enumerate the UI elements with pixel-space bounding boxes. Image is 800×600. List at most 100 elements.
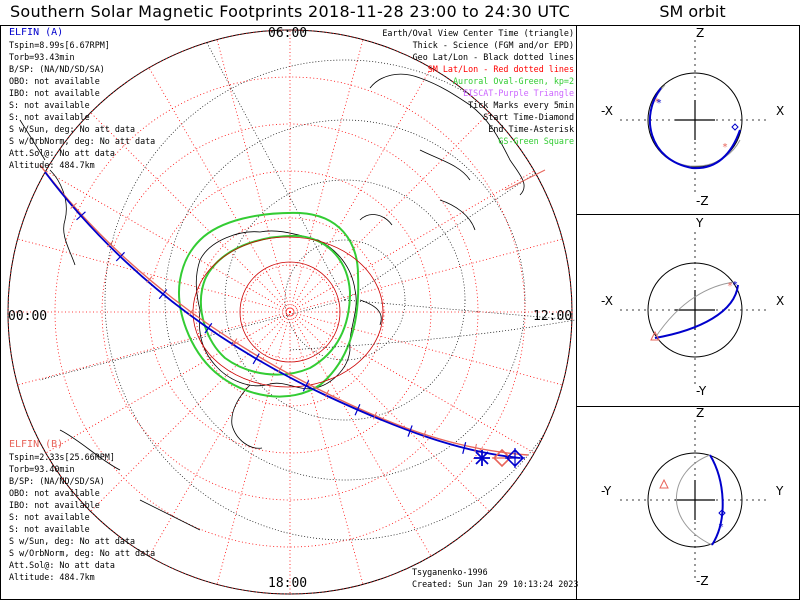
sm-lon-line [289, 170, 535, 313]
svg-text:*: * [654, 97, 660, 108]
probe-a-info-line: OBO: not available [9, 76, 100, 86]
legend-entry: EISCAT-Purple Triangle [463, 88, 574, 98]
legend-entry: Earth/Oval View Center Time (triangle) [382, 28, 574, 38]
probe-a-info-line: S: not available [9, 100, 90, 110]
probe-b-tick [70, 202, 77, 209]
sm-lon-line [45, 311, 291, 454]
probe-b-ticks [70, 202, 477, 452]
probe-b-start-diamond [492, 448, 512, 468]
sm-lon-line [289, 311, 432, 557]
orbit-axis-left: -X [601, 294, 613, 308]
probe-a-tick [404, 428, 416, 434]
probe-b-tick [373, 411, 378, 420]
probe-b-info-line: S: not available [9, 524, 90, 534]
probe-b-tick [474, 443, 477, 452]
probe-b-tick [232, 338, 238, 346]
sm-lon-line [148, 311, 291, 557]
probe-a-info: ELFIN (A) Tspin=8.99s[6.67RPM] Torb=93.43… [9, 27, 155, 171]
orbit-axis-left: -X [601, 104, 613, 118]
hour-label-left: 00:00 [8, 309, 48, 324]
probe-a-info-line: B/SP: (NA/ND/SD/SA) [9, 64, 105, 74]
probe-b-tick [324, 389, 330, 398]
probe-b-info-line: Altitude: 484.7km [9, 572, 95, 582]
legend-entry: Start Time-Diamond [483, 112, 574, 122]
svg-text:*: * [727, 281, 733, 292]
credits-author: Tsyganenko-1996 [412, 567, 488, 577]
probe-b-info-line: S w/OrbNorm, deg: No att data [9, 548, 156, 558]
probe-a-info-line: Altitude: 484.7km [9, 160, 95, 170]
probe-a-tick [157, 289, 169, 299]
svg-text:*: * [718, 522, 724, 533]
probe-b-info-line: S w/Sun, deg: No att data [9, 536, 136, 546]
orbit-axis-bottom: -Y [696, 384, 707, 398]
hour-label-right: 12:00 [533, 309, 573, 324]
hour-label-bottom: 18:00 [268, 576, 308, 591]
sm-lon-line [148, 67, 291, 313]
sm-lon-line [289, 238, 563, 313]
probe-a-info-line: Torb=93.43min [9, 52, 75, 62]
sm-lon-line [289, 311, 563, 386]
legend-entry: Auroral Oval-Green, kp=2 [452, 76, 574, 86]
svg-text:*: * [722, 142, 728, 153]
hour-label-top: 06:00 [268, 26, 308, 41]
probe-a-info-line: Tspin=8.99s[6.67RPM] [9, 40, 110, 50]
svg-text:*: * [656, 98, 662, 109]
orbit-axis-right: Y [776, 484, 784, 498]
sm-lon-line [289, 67, 432, 313]
orbit-axis-top: Z [696, 406, 705, 420]
probe-b-tick [422, 430, 427, 439]
probe-b-tick [107, 240, 114, 248]
orbit-xz: * * * [620, 40, 770, 195]
sm-noon-marker [504, 169, 546, 191]
probe-a-info-line: S: not available [9, 112, 90, 122]
probe-b-info-line: Att.Sol@: No att data [9, 560, 115, 570]
probe-a-tick [203, 324, 214, 333]
probe-b-info-line: Torb=93.40min [9, 464, 75, 474]
probe-b-tick [146, 276, 153, 283]
orbit-yz: * [620, 420, 770, 580]
sm-lon-lines [8, 30, 572, 594]
coastlines [19, 73, 525, 531]
orbit-axis-bottom: -Z [696, 194, 709, 208]
sm-lon-line [90, 311, 291, 512]
legend: Earth/Oval View Center Time (triangle) Th… [382, 27, 574, 147]
probe-a-tick [300, 382, 312, 390]
sm-lon-line [216, 311, 291, 585]
sm-lon-line [289, 39, 364, 313]
sm-lon-line [17, 311, 291, 386]
sm-lon-line [17, 238, 291, 313]
orbit-axis-left: -Y [601, 484, 612, 498]
legend-entry: Tick Marks every 5min [468, 100, 574, 110]
geo-lat-lines [39, 30, 572, 541]
legend-entry: SM Lat/Lon - Red dotted lines [427, 64, 574, 74]
sm-lon-line [289, 112, 490, 313]
probe-a-tick [115, 252, 126, 262]
legend-entry: Geo Lat/Lon - Black dotted lines [412, 52, 574, 62]
probe-a-tick [250, 355, 262, 363]
probe-a-name: ELFIN (A) [9, 27, 64, 38]
orbit-axis-right: X [776, 104, 785, 118]
probe-a-end-asterisk [474, 450, 490, 466]
sm-lon-line [289, 311, 364, 585]
probe-a-tick [351, 406, 364, 413]
svg-text:*: * [732, 280, 738, 291]
probe-a-info-line: S w/OrbNorm, deg: No att data [9, 136, 156, 146]
chart-title: Southern Solar Magnetic Footprints 2018-… [9, 2, 571, 21]
probe-b-info-line: Tspin=2.33s[25.66RPM] [9, 452, 115, 462]
probe-a-info-line: S w/Sun, deg: No att data [9, 124, 136, 134]
probe-a-info-line: Att.Sol@: No att data [9, 148, 115, 158]
orbit-xy: * * [620, 232, 770, 388]
orbit-axis-bottom: -Z [696, 574, 709, 588]
geo-track [289, 319, 576, 351]
orbit-title: SM orbit [659, 2, 726, 21]
legend-entry: Thick - Science (FGM and/or EPD) [412, 40, 574, 50]
probe-b-info: ELFIN (B) Tspin=2.33s[25.66RPM] Torb=93.4… [9, 439, 155, 583]
probe-b-info-line: IBO: not available [9, 500, 100, 510]
sm-lon-line [289, 311, 535, 454]
probe-b-info-line: B/SP: (NA/ND/SD/SA) [9, 476, 105, 486]
legend-entry: GS-Green Square [498, 136, 574, 146]
probe-a-info-line: IBO: not available [9, 88, 100, 98]
probe-b-tick [188, 308, 194, 316]
